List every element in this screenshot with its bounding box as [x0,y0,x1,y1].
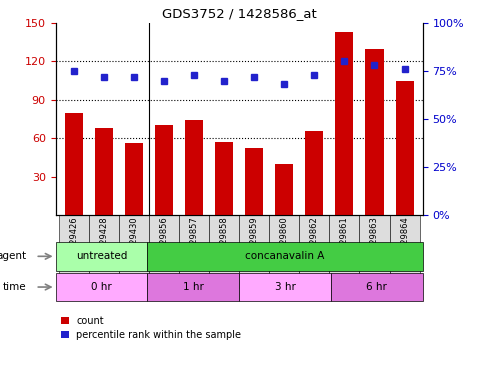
Bar [215,142,233,215]
Bar [95,128,113,215]
Legend: count, percentile rank within the sample: count, percentile rank within the sample [61,316,242,340]
Text: 6 hr: 6 hr [366,282,387,292]
Bar [65,113,83,215]
Bar [56,242,147,271]
Bar [335,32,354,215]
Bar [245,149,263,215]
Text: concanavalin A: concanavalin A [245,251,325,262]
Bar [329,215,359,288]
Bar [389,215,420,288]
Bar [305,131,323,215]
Bar [366,49,384,215]
Bar [56,273,147,301]
Bar [239,215,269,288]
Bar [359,215,389,288]
Text: time: time [2,282,26,292]
Bar [299,215,329,288]
Title: GDS3752 / 1428586_at: GDS3752 / 1428586_at [162,7,316,20]
Bar [147,273,239,301]
Bar [269,215,299,288]
Bar [147,242,423,271]
Text: agent: agent [0,251,26,262]
Bar [396,81,413,215]
Bar [119,215,149,288]
Bar [125,143,143,215]
Bar [275,164,293,215]
Bar [209,215,239,288]
Bar [58,215,89,288]
Bar [179,215,209,288]
Bar [239,273,331,301]
Bar [155,126,173,215]
Bar [89,215,119,288]
Text: 3 hr: 3 hr [274,282,296,292]
Text: 1 hr: 1 hr [183,282,204,292]
Text: 0 hr: 0 hr [91,282,112,292]
Text: untreated: untreated [76,251,127,262]
Bar [331,273,423,301]
Bar [185,120,203,215]
Bar [149,215,179,288]
